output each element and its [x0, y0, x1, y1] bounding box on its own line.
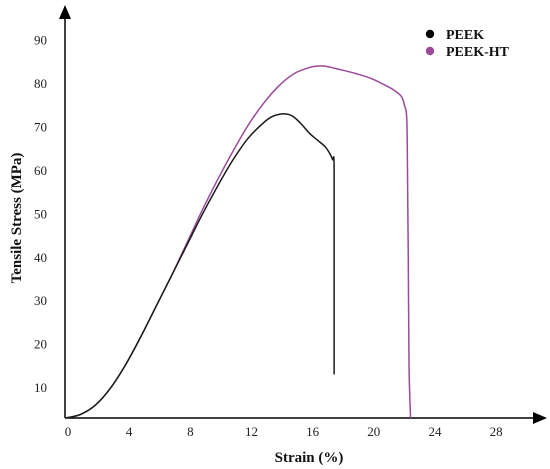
y-tick-label: 50	[34, 206, 47, 221]
legend-marker-peek-ht	[425, 46, 435, 56]
y-tick-label: 40	[34, 250, 47, 265]
x-tick-label: 8	[187, 424, 194, 439]
legend-label-peek-ht: PEEK-HT	[446, 45, 510, 60]
y-axis-arrow	[59, 5, 71, 19]
legend: PEEK PEEK-HT	[425, 28, 510, 60]
x-tick-label: 12	[245, 424, 258, 439]
y-tick-label: 90	[34, 33, 47, 48]
axes	[59, 5, 547, 424]
x-axis-title: Strain (%)	[275, 450, 344, 466]
x-tick-label: 16	[306, 424, 320, 439]
y-tick-label: 70	[34, 119, 47, 134]
x-tick-label: 0	[65, 424, 72, 439]
y-axis-title: Tensile Stress (MPa)	[9, 153, 25, 284]
y-tick-label: 10	[34, 380, 47, 395]
series-line-peek-ht	[64, 65, 412, 419]
y-tick-label: 60	[34, 163, 47, 178]
legend-label-peek: PEEK	[446, 28, 484, 43]
x-tick-label: 28	[490, 424, 503, 439]
y-tick-label: 80	[34, 76, 47, 91]
y-tick-label: 30	[34, 293, 47, 308]
x-axis-arrow	[533, 412, 547, 424]
x-tick-label: 24	[428, 424, 442, 439]
x-tick-label: 20	[367, 424, 380, 439]
x-tick-label: 4	[126, 424, 133, 439]
y-tick-labels: 10 20 30 40 50 60 70 80 90	[34, 33, 47, 396]
y-tick-label: 20	[34, 337, 47, 352]
series-line-peek	[64, 113, 335, 419]
x-tick-labels: 0 4 8 12 16 20 24 28	[65, 424, 503, 439]
legend-marker-peek	[425, 29, 435, 39]
series-lines	[64, 65, 412, 419]
